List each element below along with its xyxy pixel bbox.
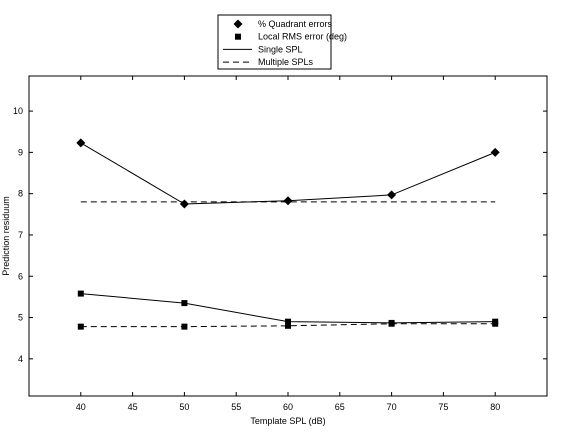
series-3-point-2 bbox=[285, 322, 291, 329]
y-tick-label-4: 8 bbox=[18, 189, 23, 199]
x-axis-label: Template SPL (dB) bbox=[250, 416, 325, 426]
y-tick-label-1: 5 bbox=[18, 313, 23, 323]
series-0-point-4 bbox=[490, 147, 500, 157]
y-tick-label-3: 7 bbox=[18, 230, 23, 240]
series-0-point-3 bbox=[387, 190, 397, 200]
x-tick-label-1: 45 bbox=[128, 402, 138, 412]
y-tick-label-5: 9 bbox=[18, 147, 23, 157]
legend-label-0: % Quadrant errors bbox=[258, 19, 333, 29]
series-3-point-4 bbox=[492, 320, 499, 327]
series-line-3 bbox=[80, 323, 496, 328]
legend-marker-1 bbox=[235, 33, 241, 40]
series-2-point-0 bbox=[77, 290, 84, 297]
legend-label-1: Local RMS error (deg) bbox=[258, 32, 347, 42]
y-tick-label-2: 6 bbox=[18, 271, 23, 281]
x-tick-label-3: 55 bbox=[231, 402, 241, 412]
y-axis: 4 5 6 7 8 9 10 bbox=[13, 106, 547, 364]
x-axis: 40 45 50 55 60 65 70 75 80 bbox=[76, 76, 500, 412]
x-tick-label-0: 40 bbox=[76, 402, 86, 412]
series-0-point-0 bbox=[76, 138, 86, 148]
y-axis-label: Prediction residuum bbox=[1, 196, 11, 276]
legend: % Quadrant errors Local RMS error (deg) Si… bbox=[217, 14, 347, 70]
x-tick-label-6: 70 bbox=[387, 402, 397, 412]
legend-label-2: Single SPL bbox=[258, 44, 303, 54]
series-layer bbox=[76, 138, 500, 330]
series-0-point-2 bbox=[283, 196, 293, 206]
x-tick-label-4: 60 bbox=[283, 402, 293, 412]
series-3-point-3 bbox=[388, 320, 395, 327]
x-tick-label-2: 50 bbox=[179, 402, 189, 412]
y-tick-label-6: 10 bbox=[13, 106, 23, 116]
legend-label-3: Multiple SPLs bbox=[258, 57, 314, 67]
series-3-point-0 bbox=[77, 323, 84, 330]
x-tick-label-5: 65 bbox=[335, 402, 345, 412]
y-tick-label-0: 4 bbox=[18, 354, 23, 364]
x-tick-label-7: 75 bbox=[438, 402, 448, 412]
legend-marker-0 bbox=[233, 19, 243, 29]
series-3-point-1 bbox=[181, 323, 188, 330]
plot-area bbox=[28, 75, 548, 397]
series-2-point-2 bbox=[285, 318, 291, 325]
series-2-point-1 bbox=[181, 300, 188, 307]
x-tick-label-8: 80 bbox=[490, 402, 500, 412]
